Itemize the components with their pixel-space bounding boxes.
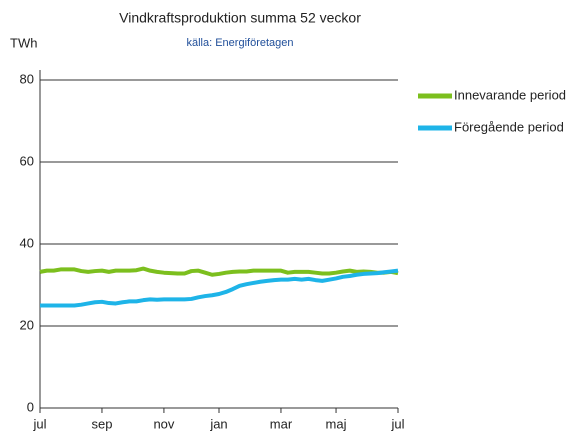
x-tick-label: jul — [32, 416, 46, 431]
line-series — [40, 268, 399, 308]
x-tick-label: nov — [153, 416, 174, 431]
y-tick-label: 60 — [20, 153, 34, 168]
y-tick-label: 80 — [20, 71, 34, 86]
chart-subtitle: källa: Energiföretagen — [186, 37, 293, 49]
x-tick-label: maj — [326, 416, 347, 431]
line-series — [39, 266, 399, 277]
chart-title: Vindkraftsproduktion summa 52 veckor — [119, 10, 361, 26]
y-tick-label: 40 — [20, 235, 34, 250]
x-tick-label: jul — [390, 416, 404, 431]
legend-label: Föregående period — [454, 119, 564, 134]
legend-label: Innevarande period — [454, 87, 566, 102]
x-tick-label: jan — [209, 416, 227, 431]
x-tick-label: sep — [91, 416, 112, 431]
y-tick-label: 0 — [27, 399, 34, 414]
y-tick-label: 20 — [20, 317, 34, 332]
y-axis-label: TWh — [10, 35, 37, 50]
x-tick-label: mar — [270, 416, 293, 431]
